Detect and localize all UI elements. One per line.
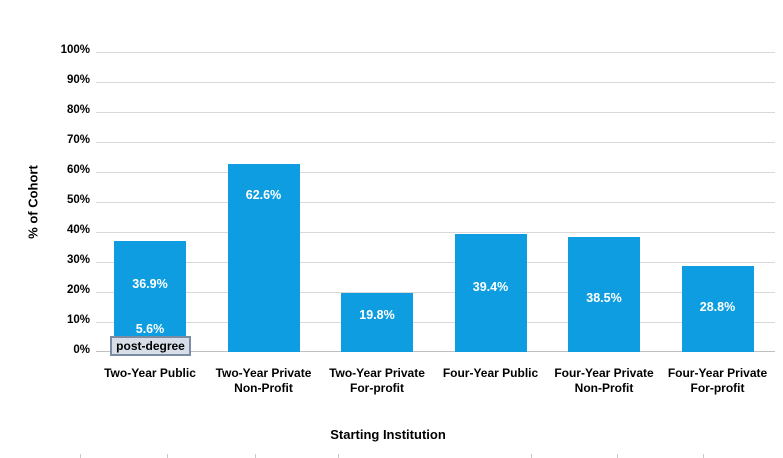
y-tick-label: 0% (73, 344, 90, 356)
y-tick-label: 100% (60, 44, 90, 56)
gridline (96, 172, 775, 173)
bar-value-label: 39.4% (472, 279, 509, 294)
cropped-edge-tick (167, 454, 168, 458)
x-axis-title: Starting Institution (330, 427, 446, 442)
category-label: Two-Year Public (104, 366, 196, 380)
bar-value-label: 19.8% (359, 307, 395, 322)
bar-4[interactable] (454, 233, 527, 352)
bar-3[interactable] (341, 292, 413, 352)
gridline (96, 52, 775, 53)
gridline (96, 322, 775, 323)
y-tick-label: 50% (66, 194, 90, 206)
series-label-box[interactable]: post-degree (110, 336, 191, 356)
y-tick-label: 90% (66, 74, 90, 86)
category-label: Four-Year Private Non-Profit (554, 366, 654, 395)
gridline (96, 262, 775, 263)
bar-value-label: 36.9% (132, 277, 168, 292)
cropped-edge-tick (80, 454, 81, 458)
cropped-edge-tick (255, 454, 256, 458)
category-label: Two-Year Private Non-Profit (215, 366, 312, 395)
annotation-value-label: 5.6% (135, 322, 165, 336)
category-label: Four-Year Public (442, 366, 539, 380)
bar-value-label: 62.6% (245, 188, 282, 203)
gridline (96, 202, 775, 203)
y-tick-label: 60% (66, 164, 90, 176)
bar-1[interactable] (114, 241, 186, 352)
gridline (96, 292, 775, 293)
bar-6[interactable] (681, 265, 754, 352)
cropped-edge-tick (703, 454, 704, 458)
y-tick-label: 20% (66, 284, 90, 296)
plot-area: 36.9% 62.6% 19.8% 39.4% 38.5% 28.8% 5.6% post-d… (96, 52, 775, 356)
y-tick-label: 70% (66, 134, 90, 146)
bar-5[interactable] (568, 236, 640, 352)
bar-2[interactable] (227, 164, 300, 352)
bar-value-label: 28.8% (699, 299, 736, 314)
gridline (96, 112, 775, 113)
y-tick-label: 30% (66, 254, 90, 266)
x-axis-line (96, 351, 775, 352)
gridline (96, 82, 775, 83)
gridline (96, 142, 775, 143)
cropped-edge-tick (338, 454, 339, 458)
y-axis-title: % of Cohort (25, 165, 41, 239)
cropped-edge-tick (531, 454, 532, 458)
y-tick-label: 40% (66, 224, 90, 236)
y-tick-label: 80% (66, 104, 90, 116)
y-tick-label: 10% (66, 314, 90, 326)
gridline (96, 232, 775, 233)
category-label: Two-Year Private For-profit (329, 366, 425, 395)
cropped-edge-tick (617, 454, 618, 458)
bar-value-label: 38.5% (586, 290, 622, 305)
category-label: Four-Year Private For-profit (667, 366, 768, 395)
